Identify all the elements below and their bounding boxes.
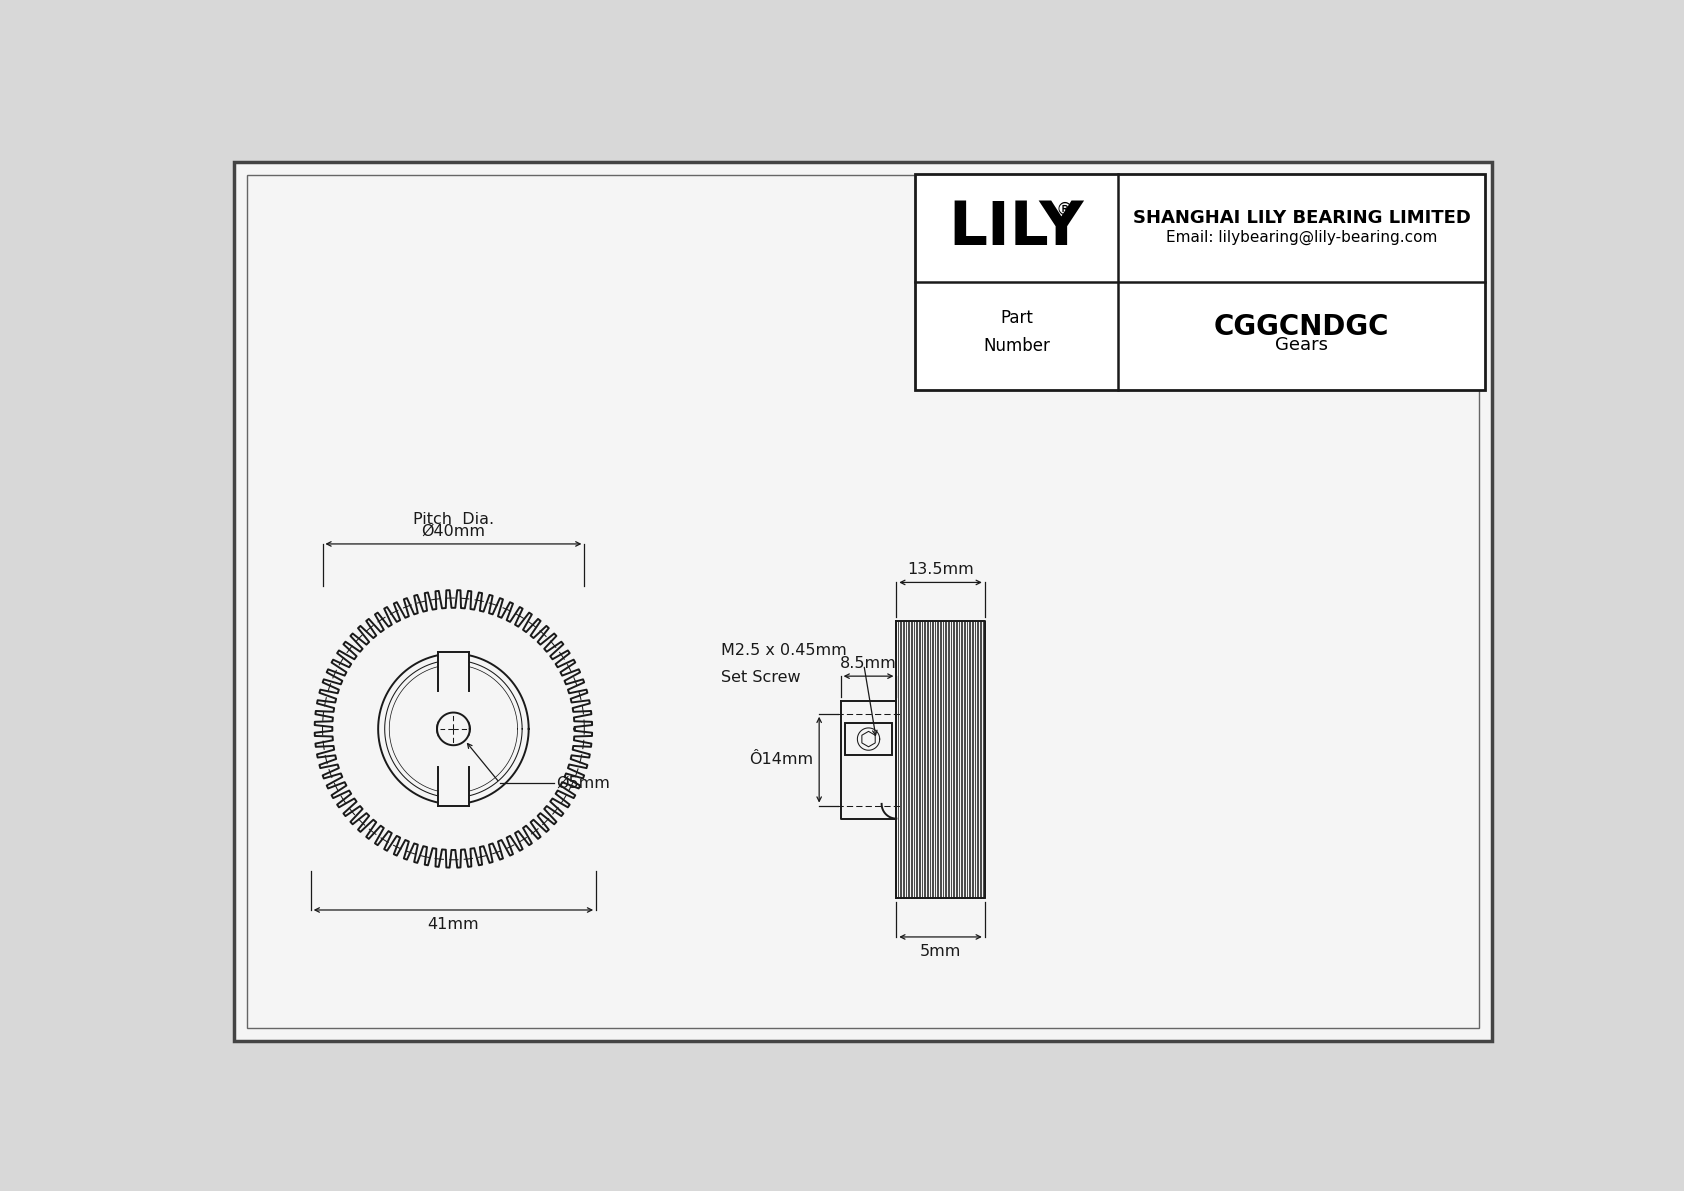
Bar [845, 723, 893, 755]
Text: Pitch  Dia.: Pitch Dia. [413, 512, 493, 526]
Text: SHANGHAI LILY BEARING LIMITED: SHANGHAI LILY BEARING LIMITED [1133, 208, 1470, 226]
Text: M2.5 x 0.45mm: M2.5 x 0.45mm [721, 643, 847, 659]
Text: CGGCNDGC: CGGCNDGC [1214, 313, 1389, 341]
Bar [438, 653, 468, 805]
Text: 41mm: 41mm [428, 917, 480, 931]
Text: Set Screw: Set Screw [721, 671, 802, 685]
Text: 13.5mm: 13.5mm [908, 562, 973, 578]
Bar [916, 175, 1485, 391]
Text: Ø40mm: Ø40mm [421, 524, 485, 538]
Text: Ô14mm: Ô14mm [749, 753, 813, 767]
Text: 8.5mm: 8.5mm [840, 656, 898, 671]
Text: LILY: LILY [948, 199, 1084, 258]
Text: Email: lilybearing@lily-bearing.com: Email: lilybearing@lily-bearing.com [1165, 230, 1436, 245]
Text: Ø5mm: Ø5mm [556, 775, 610, 791]
Text: Gears: Gears [1275, 336, 1329, 355]
Text: 5mm: 5mm [919, 944, 962, 959]
Text: Part
Number: Part Number [983, 310, 1051, 355]
Text: ®: ® [1056, 201, 1073, 219]
